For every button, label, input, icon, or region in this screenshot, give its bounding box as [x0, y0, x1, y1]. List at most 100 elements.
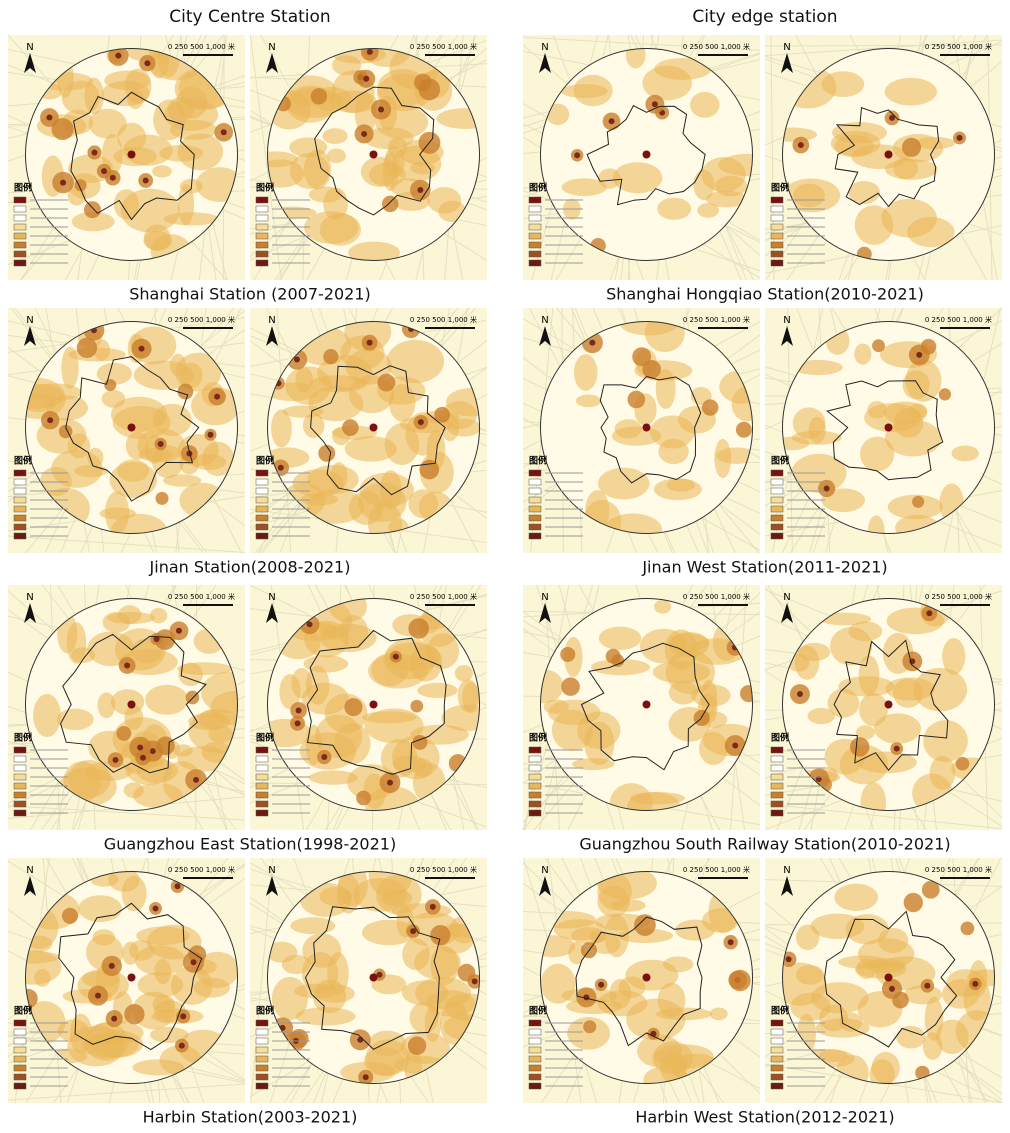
heat-core: [393, 654, 399, 660]
heat-core: [175, 883, 181, 889]
legend-swatch: [771, 1056, 783, 1062]
heat-blob: [576, 395, 601, 408]
legend-swatch: [771, 215, 783, 221]
heat-spot: [84, 201, 101, 218]
heat-blob: [68, 760, 110, 798]
heat-core: [786, 956, 792, 962]
scale-label: 0 250 500 1,000 米: [683, 865, 750, 874]
legend-swatch: [256, 1038, 268, 1044]
legend-swatch: [256, 533, 268, 539]
legend-title: 图例: [529, 732, 547, 744]
heat-blob: [71, 647, 95, 663]
legend-swatch: [256, 1083, 268, 1089]
north-label: N: [268, 42, 275, 53]
station-caption: Guangzhou South Railway Station(2010-202…: [579, 835, 950, 854]
heat-core: [180, 1013, 186, 1019]
heat-blob: [885, 78, 937, 106]
heat-blob: [598, 468, 649, 500]
station-point: [370, 701, 378, 709]
heat-blob: [387, 340, 445, 383]
north-label: N: [268, 315, 275, 326]
legend-swatch: [14, 774, 26, 780]
legend-title: 图例: [256, 732, 274, 744]
legend-swatch: [529, 497, 541, 503]
heat-blob: [834, 884, 878, 911]
legend-swatch: [14, 1083, 26, 1089]
heat-core: [144, 60, 150, 66]
heat-blob: [289, 137, 327, 157]
heat-blob: [152, 165, 172, 177]
heat-blob: [334, 723, 370, 764]
heat-blob: [702, 157, 746, 192]
legend-swatch: [14, 1065, 26, 1071]
heat-blob: [951, 445, 978, 461]
heat-spot: [939, 388, 951, 400]
heat-blob: [896, 1026, 925, 1049]
legend-title: 图例: [771, 732, 789, 744]
legend-swatch: [256, 506, 268, 512]
heat-core: [916, 352, 922, 358]
north-label: N: [541, 592, 548, 603]
map-panel: N0 250 500 1,000 米图例: [250, 855, 491, 1103]
legend-swatch: [256, 765, 268, 771]
page: {"columns": [ {"title": "City Centre Sta…: [0, 0, 1010, 1133]
legend-swatch: [14, 233, 26, 239]
station-point: [885, 701, 893, 709]
heat-blob: [893, 679, 923, 708]
heat-blob: [819, 1049, 848, 1062]
legend-title: 图例: [771, 455, 789, 467]
heat-blob: [793, 184, 825, 208]
heat-blob: [878, 928, 908, 953]
legend-swatch: [256, 197, 268, 203]
map-panel: N0 250 500 1,000 米图例: [250, 585, 491, 830]
heat-blob: [322, 128, 347, 144]
legend-swatch: [529, 756, 541, 762]
heat-core: [92, 149, 98, 155]
heat-core: [378, 106, 384, 112]
legend-swatch: [529, 792, 541, 798]
scale-label: 0 250 500 1,000 米: [925, 315, 992, 324]
legend-swatch: [256, 224, 268, 230]
legend-swatch: [256, 479, 268, 485]
legend-swatch: [771, 1047, 783, 1053]
heat-blob: [393, 756, 427, 773]
legend-swatch: [256, 1056, 268, 1062]
heat-blob: [597, 886, 629, 917]
heat-core: [95, 993, 101, 999]
heat-core: [972, 981, 978, 987]
heat-blob: [154, 959, 171, 984]
heat-blob: [658, 439, 688, 464]
legend-swatch: [256, 783, 268, 789]
station-point: [885, 151, 893, 159]
legend-swatch: [14, 1056, 26, 1062]
heat-core: [112, 757, 118, 763]
heat-spot: [904, 893, 923, 912]
heat-spot: [561, 677, 580, 696]
legend-swatch: [771, 524, 783, 530]
heat-blob: [33, 694, 61, 737]
heat-blob: [618, 977, 645, 998]
legend-swatch: [256, 1074, 268, 1080]
legend-swatch: [256, 747, 268, 753]
heat-spot: [178, 384, 194, 400]
map-panel: N0 250 500 1,000 米图例: [765, 858, 1005, 1103]
legend-swatch: [14, 497, 26, 503]
legend-swatch: [771, 1029, 783, 1035]
heat-core: [410, 928, 416, 934]
legend-swatch: [256, 524, 268, 530]
scale-label: 0 250 500 1,000 米: [683, 592, 750, 601]
legend-swatch: [529, 470, 541, 476]
north-label: N: [783, 315, 790, 326]
heat-core: [179, 1043, 185, 1049]
legend-swatch: [529, 801, 541, 807]
legend-swatch: [771, 206, 783, 212]
heat-blob: [872, 1052, 900, 1084]
heat-blob: [654, 478, 702, 500]
heat-blob: [548, 700, 601, 726]
heat-blob: [327, 149, 346, 164]
station-point: [643, 701, 651, 709]
legend-swatch: [14, 747, 26, 753]
legend-title: 图例: [771, 1005, 789, 1017]
map-panel: N0 250 500 1,000 米图例: [523, 858, 760, 1103]
